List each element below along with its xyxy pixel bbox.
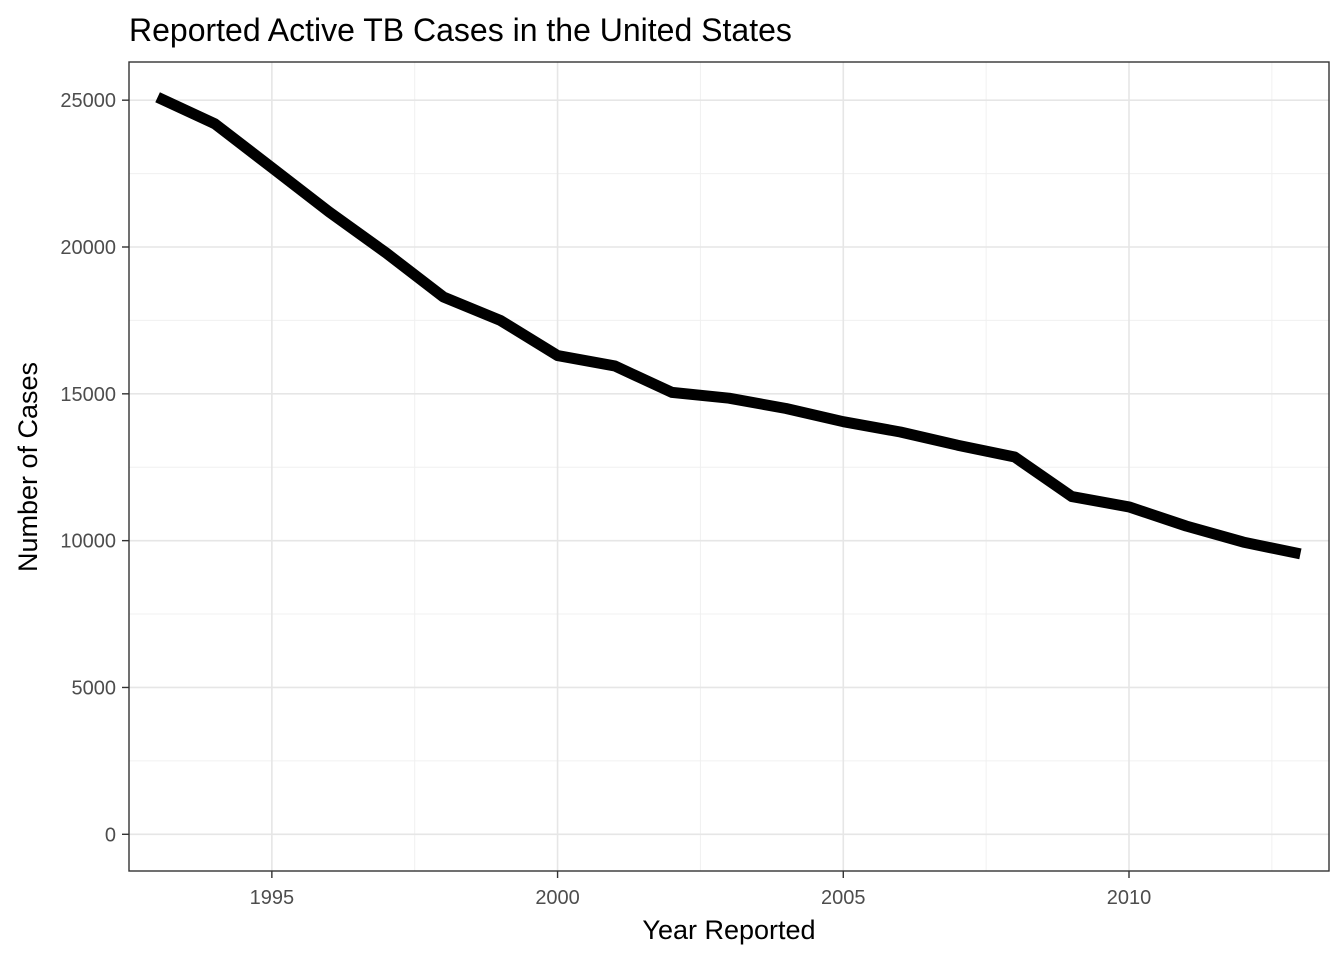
y-axis-title: Number of Cases <box>13 362 43 572</box>
y-axis: 0 5000 10000 15000 20000 25000 <box>60 90 129 846</box>
y-tick-label: 20000 <box>60 237 116 259</box>
x-tick-label: 2010 <box>1107 887 1152 909</box>
x-tick-label: 1995 <box>250 887 295 909</box>
panel-border <box>128 61 1330 872</box>
x-axis: 1995 2000 2005 2010 <box>250 871 1152 909</box>
x-tick-label: 2005 <box>821 887 866 909</box>
y-tick-label: 10000 <box>60 531 116 553</box>
y-tick-label: 25000 <box>60 90 116 112</box>
y-tick-label: 5000 <box>72 677 117 699</box>
x-tick-label: 2000 <box>535 887 580 909</box>
y-tick-label: 15000 <box>60 384 116 406</box>
grid-minor <box>128 62 1329 871</box>
y-tick-label: 0 <box>105 824 116 846</box>
series-layer <box>155 92 1302 560</box>
chart-title: Reported Active TB Cases in the United S… <box>129 12 792 48</box>
x-axis-title: Year Reported <box>642 915 815 945</box>
grid-major <box>129 62 1329 871</box>
series-line-1 <box>155 92 1302 560</box>
